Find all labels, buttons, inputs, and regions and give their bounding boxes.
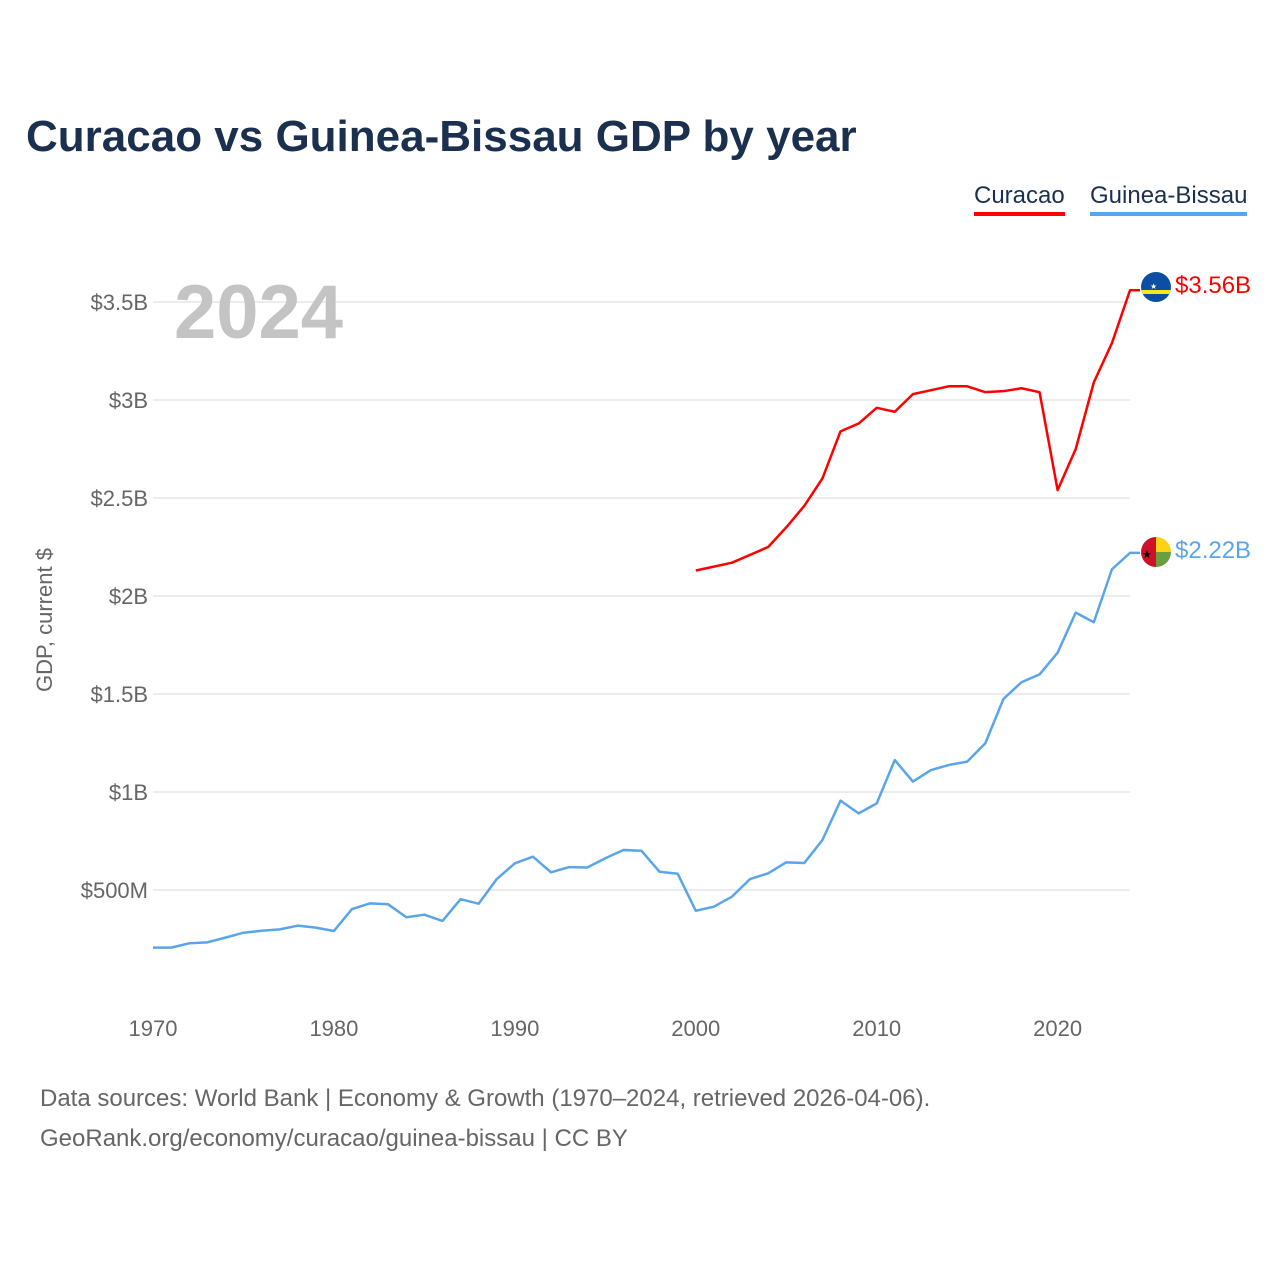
footer-sources: Data sources: World Bank | Economy & Gro… xyxy=(40,1085,931,1112)
year-label: 2024 xyxy=(174,270,343,355)
x-tick-label: 1970 xyxy=(129,1016,178,1041)
curacao-flag-icon: ★ xyxy=(1141,272,1171,302)
y-tick-label: $3B xyxy=(109,388,148,413)
svg-text:★: ★ xyxy=(1150,282,1157,291)
curacao-end-label: $3.56B xyxy=(1175,272,1251,299)
legend-item-curacao[interactable]: Curacao xyxy=(974,182,1065,216)
y-tick-label: $3.5B xyxy=(91,290,149,315)
svg-text:★: ★ xyxy=(1142,549,1152,561)
x-tick-label: 1980 xyxy=(309,1016,358,1041)
chart-title: Curacao vs Guinea-Bissau GDP by year xyxy=(26,112,857,161)
legend-item-guinea-bissau[interactable]: Guinea-Bissau xyxy=(1090,182,1248,216)
y-tick-label: $2.5B xyxy=(91,486,149,511)
y-axis-label: GDP, current $ xyxy=(32,548,57,692)
x-tick-label: 2000 xyxy=(671,1016,720,1041)
footer-link[interactable]: GeoRank.org/economy/curacao/guinea-bissa… xyxy=(40,1125,628,1152)
x-tick-label: 2010 xyxy=(852,1016,901,1041)
series-line-curacao xyxy=(695,288,1140,572)
x-tick-label: 1990 xyxy=(490,1016,539,1041)
x-tick-label: 2020 xyxy=(1033,1016,1082,1041)
guinea-bissau-flag-icon: ★ xyxy=(1141,537,1171,567)
series-line-guinea-bissau xyxy=(153,551,1140,949)
guinea-bissau-end-label: $2.22B xyxy=(1175,537,1251,564)
y-tick-label: $1.5B xyxy=(91,682,149,707)
y-tick-label: $2B xyxy=(109,584,148,609)
y-tick-label: $500M xyxy=(81,878,148,903)
y-tick-label: $1B xyxy=(109,780,148,805)
